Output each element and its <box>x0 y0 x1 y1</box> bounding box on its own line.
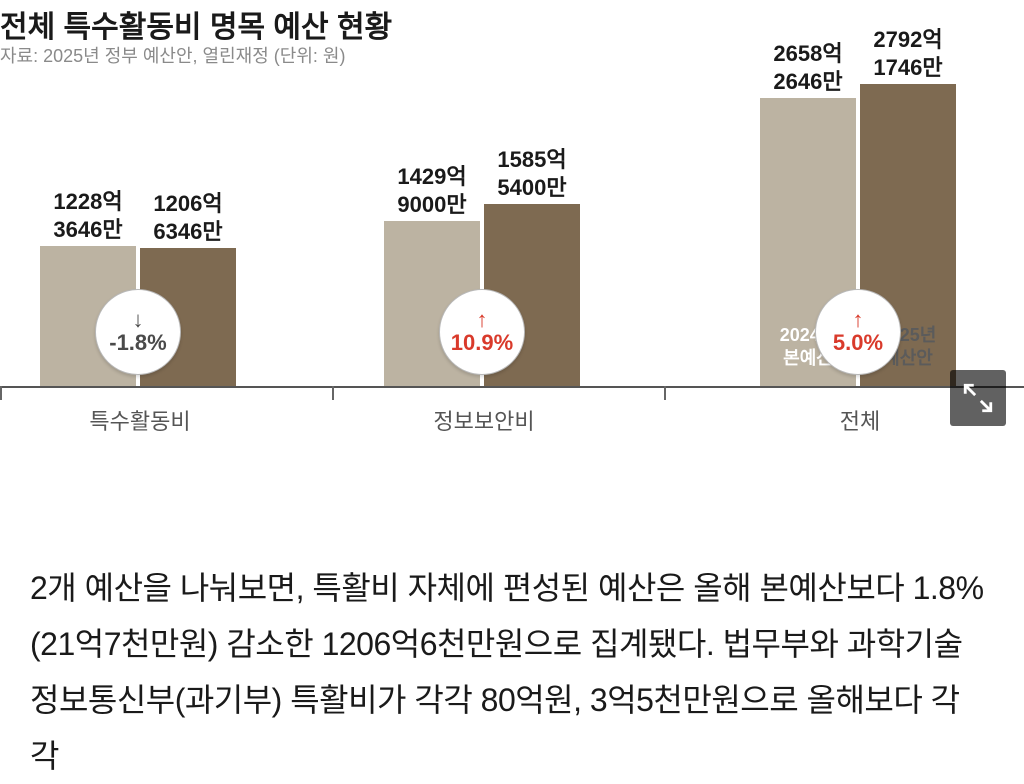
axis-tick <box>0 386 2 400</box>
arrow-up-icon: ↑ <box>853 309 864 331</box>
change-badge: ↓-1.8% <box>95 289 181 375</box>
bar-value-label: 2658억 2646만 <box>773 40 842 95</box>
category-label: 특수활동비 <box>89 404 190 436</box>
bar-value-label: 1585억 5400만 <box>497 146 566 201</box>
bar-value-label: 1206억 6346만 <box>153 190 222 245</box>
change-percent: -1.8% <box>109 331 166 355</box>
change-percent: 10.9% <box>451 331 513 355</box>
arrow-up-icon: ↑ <box>477 309 488 331</box>
category-label: 정보보안비 <box>433 404 534 436</box>
chart-title: 전체 특수활동비 명목 예산 현황 <box>0 2 392 46</box>
bar-value-label: 2792억 1746만 <box>873 26 942 81</box>
expand-icon <box>961 381 995 415</box>
axis-tick <box>332 386 334 400</box>
budget-bar-chart: 전체 특수활동비 명목 예산 현황 자료: 2025년 정부 예산안, 열린재정… <box>0 0 1024 450</box>
chart-subtitle: 자료: 2025년 정부 예산안, 열린재정 (단위: 원) <box>0 42 345 68</box>
expand-image-button[interactable] <box>950 370 1006 426</box>
axis-tick <box>664 386 666 400</box>
arrow-down-icon: ↓ <box>133 309 144 331</box>
category-label: 전체 <box>840 404 880 436</box>
article-paragraph: 2개 예산을 나눠보면, 특활비 자체에 편성된 예산은 올해 본예산보다 1.… <box>30 560 984 784</box>
change-percent: 5.0% <box>833 331 883 355</box>
change-badge: ↑10.9% <box>439 289 525 375</box>
x-axis-line <box>0 386 1024 388</box>
bar-value-label: 1228억 3646만 <box>53 188 122 243</box>
bar-value-label: 1429억 9000만 <box>397 163 466 218</box>
change-badge: ↑5.0% <box>815 289 901 375</box>
